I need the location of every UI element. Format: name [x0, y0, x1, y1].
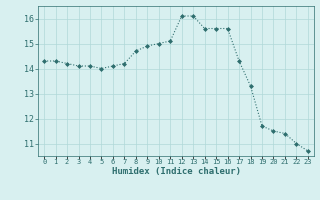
X-axis label: Humidex (Indice chaleur): Humidex (Indice chaleur)	[111, 167, 241, 176]
